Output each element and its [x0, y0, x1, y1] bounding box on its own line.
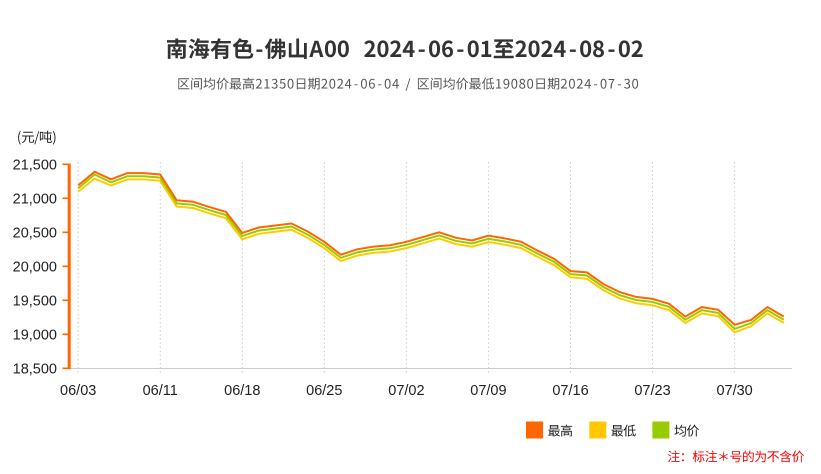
- svg-text:21,500: 21,500: [13, 157, 57, 173]
- svg-text:06/03: 06/03: [60, 383, 96, 399]
- svg-text:07/30: 07/30: [716, 383, 752, 399]
- svg-text:19,000: 19,000: [13, 327, 57, 343]
- svg-text:07/02: 07/02: [388, 383, 424, 399]
- svg-text:21,000: 21,000: [13, 191, 57, 207]
- svg-text:18,500: 18,500: [13, 361, 57, 377]
- svg-text:19,500: 19,500: [13, 293, 57, 309]
- svg-text:20,000: 20,000: [13, 259, 57, 275]
- svg-text:07/23: 07/23: [634, 383, 670, 399]
- svg-text:07/09: 07/09: [470, 383, 506, 399]
- svg-text:06/18: 06/18: [224, 383, 260, 399]
- svg-text:06/25: 06/25: [306, 383, 342, 399]
- svg-text:07/16: 07/16: [552, 383, 588, 399]
- svg-text:20,500: 20,500: [13, 225, 57, 241]
- svg-text:06/11: 06/11: [143, 383, 178, 399]
